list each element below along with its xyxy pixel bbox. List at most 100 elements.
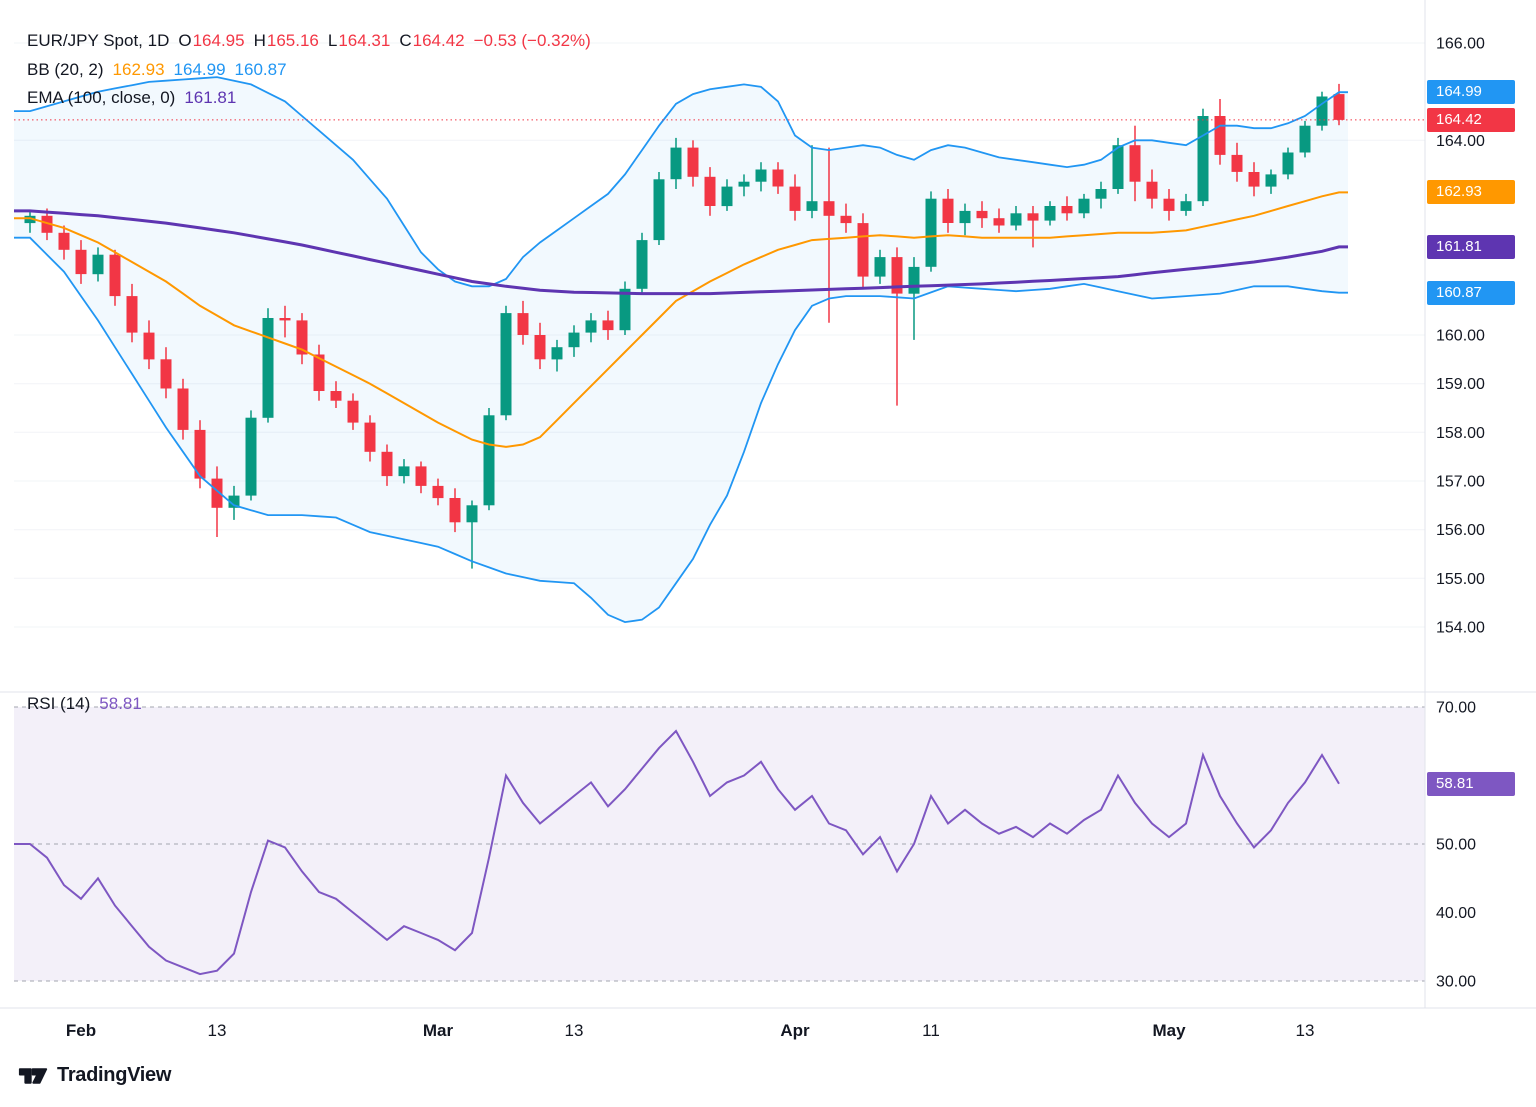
bb-label: BB (20, 2): [27, 59, 104, 79]
candle-body: [92, 254, 104, 275]
bb-upper-line: [14, 76, 1348, 288]
candle-body: [636, 240, 648, 289]
candle-body: [1061, 206, 1073, 214]
high-label: H: [253, 31, 266, 50]
candle-body: [1248, 172, 1260, 187]
candle-body: [1010, 213, 1022, 226]
price-axis-label[interactable]: 156.00: [1436, 522, 1485, 539]
price-axis-label[interactable]: 159.00: [1436, 376, 1485, 393]
rsi-label: RSI (14): [27, 694, 91, 713]
footer-brand[interactable]: TradingView: [18, 1063, 171, 1088]
candle-body: [891, 257, 903, 294]
candle-body: [1333, 94, 1345, 120]
candle-body: [466, 505, 478, 523]
candle-body: [789, 186, 801, 211]
time-axis-label[interactable]: Feb: [66, 1021, 96, 1040]
bb-basis-line: [14, 191, 1348, 448]
price-axis-label[interactable]: 160.00: [1436, 328, 1485, 345]
close-value: 164.42: [412, 31, 465, 50]
ema-line: [14, 209, 1348, 296]
candle-body: [194, 429, 206, 479]
candle-body: [1282, 152, 1294, 175]
candle-body: [976, 210, 988, 219]
time-axis-label[interactable]: Mar: [423, 1021, 454, 1040]
candle-body: [993, 218, 1005, 226]
candle-body: [1214, 116, 1226, 155]
candle-body: [925, 198, 937, 267]
candle-body: [551, 347, 563, 360]
candle-body: [415, 466, 427, 486]
candle-body: [1163, 198, 1175, 211]
candle-body: [177, 388, 189, 430]
price-axis-label[interactable]: 154.00: [1436, 620, 1485, 637]
candle-body: [398, 466, 410, 477]
candle-body: [670, 147, 682, 180]
candle-body: [1180, 201, 1192, 211]
low-label: L: [327, 31, 338, 50]
time-axis-label[interactable]: 11: [922, 1021, 940, 1040]
brand-name: TradingView: [57, 1064, 172, 1086]
candle-body: [874, 257, 886, 277]
bb-lower-line: [14, 236, 1348, 624]
candle-body: [109, 254, 121, 297]
tradingview-logo-icon[interactable]: [18, 1063, 49, 1088]
symbol-ohlc-row[interactable]: EUR/JPY Spot, 1D O164.95 H165.16 L164.31 C16…: [27, 27, 591, 56]
candle-body: [228, 495, 240, 508]
time-axis-label[interactable]: 13: [1296, 1021, 1315, 1040]
rsi-legend-row[interactable]: RSI (14) 58.81: [27, 692, 142, 716]
high-value: 165.16: [266, 31, 319, 50]
candle-body: [840, 215, 852, 224]
candle-body: [534, 335, 546, 360]
candle-body: [160, 359, 172, 389]
time-axis-label[interactable]: 13: [565, 1021, 584, 1040]
candle-body: [75, 249, 87, 275]
candle-body: [823, 201, 835, 216]
candle-body: [1129, 145, 1141, 182]
candle-body: [245, 417, 257, 496]
candle-body: [1044, 206, 1056, 221]
bb-basis-value: 162.93: [112, 59, 165, 79]
bb-indicator-row[interactable]: BB (20, 2) 162.93 164.99 160.87: [27, 56, 591, 85]
candle-body: [908, 266, 920, 294]
candle-body: [1265, 174, 1277, 187]
candle-body: [772, 169, 784, 187]
rsi-axis-label[interactable]: 70.00: [1436, 700, 1476, 717]
candle-body: [806, 201, 818, 211]
rsi-axis-label[interactable]: 50.00: [1436, 837, 1476, 854]
time-axis-label[interactable]: Apr: [780, 1021, 810, 1040]
candle-body: [755, 169, 767, 182]
time-axis-label[interactable]: 13: [208, 1021, 227, 1040]
candle-body: [262, 318, 274, 418]
candle-body: [432, 485, 444, 499]
candle-body: [721, 186, 733, 207]
price-axis-label[interactable]: 158.00: [1436, 425, 1485, 442]
bb-upper-value: 164.99: [173, 59, 226, 79]
change-value: −0.53 (−0.32%): [473, 31, 591, 50]
close-label: C: [399, 31, 412, 50]
candle-body: [449, 498, 461, 523]
time-axis-label[interactable]: May: [1152, 1021, 1186, 1040]
candle-body: [585, 320, 597, 333]
candle-body: [126, 296, 138, 333]
price-axis-label[interactable]: 164.00: [1436, 133, 1485, 150]
ema-indicator-row[interactable]: EMA (100, close, 0) 161.81: [27, 84, 591, 113]
candle-body: [517, 313, 529, 335]
candle-body: [1146, 181, 1158, 199]
rsi-axis-label[interactable]: 40.00: [1436, 905, 1476, 922]
candle-body: [1078, 198, 1090, 214]
candle-body: [296, 320, 308, 355]
candle-body: [1316, 96, 1328, 126]
candle-body: [58, 232, 70, 250]
price-axis-label[interactable]: 166.00: [1436, 36, 1485, 53]
rsi-axis-label[interactable]: 30.00: [1436, 974, 1476, 991]
price-axis-label[interactable]: 157.00: [1436, 474, 1485, 491]
price-axis-label[interactable]: 155.00: [1436, 571, 1485, 588]
candle-body: [1299, 125, 1311, 153]
candle-body: [41, 215, 53, 233]
candle-body: [1197, 116, 1209, 202]
candle-body: [619, 288, 631, 331]
candle-body: [1095, 189, 1107, 199]
candle-body: [687, 147, 699, 177]
candle-body: [143, 332, 155, 360]
